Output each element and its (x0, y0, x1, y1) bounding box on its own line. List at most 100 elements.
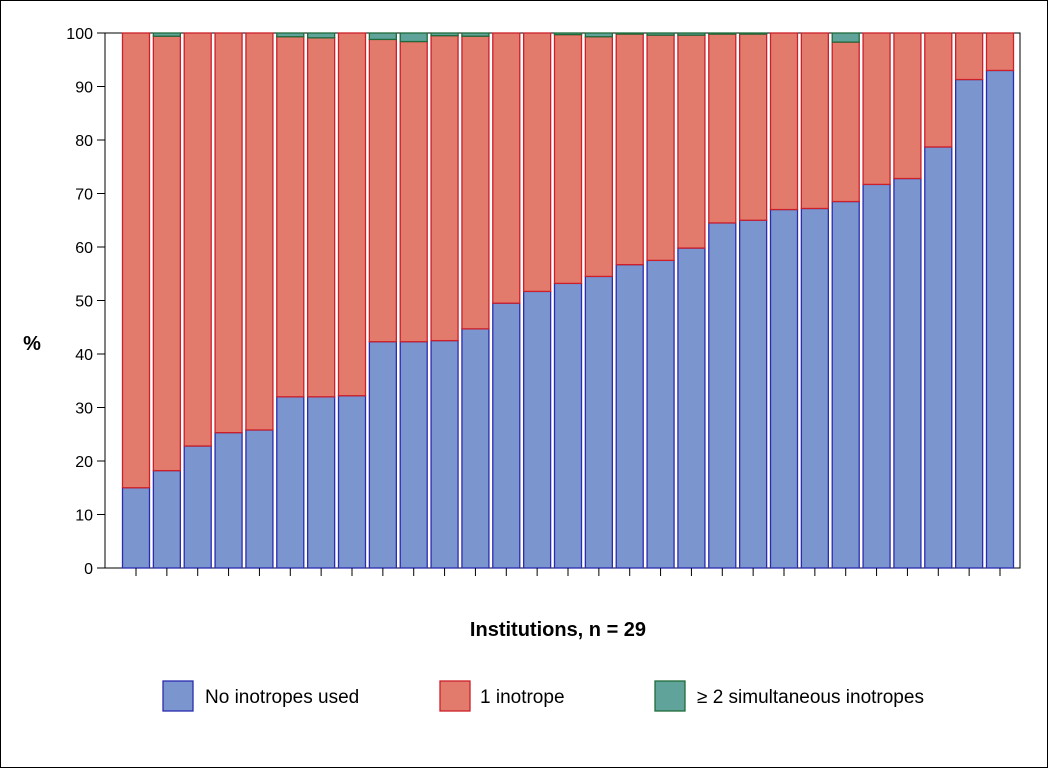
bar-segment-one-inotrope (800, 32, 830, 210)
bar-segment-one-inotrope (121, 32, 151, 489)
bar-segment-one-inotrope (985, 32, 1015, 72)
y-axis-title: % (23, 333, 41, 355)
bar-segment-no-inotropes (831, 200, 860, 569)
legend-item-two-plus-inotropes: ≥ 2 simultaneous inotropes (654, 680, 924, 712)
bar-segment-no-inotropes (924, 146, 953, 569)
bar-segment-no-inotropes (214, 431, 243, 569)
bar-segment-one-inotrope (954, 32, 984, 81)
x-axis (135, 568, 1001, 576)
legend: No inotropes used 1 inotrope ≥ 2 simulta… (162, 680, 924, 712)
bar-segment-one-inotrope (677, 34, 706, 249)
bar-segment-no-inotropes (893, 177, 922, 569)
bar-segment-no-inotropes (800, 207, 830, 569)
bar-segment-no-inotropes (584, 275, 614, 569)
bar-segment-one-inotrope (399, 40, 428, 343)
x-axis-title: Institutions, n = 29 (470, 619, 646, 641)
bars-group (121, 32, 1015, 569)
y-tick-label: 70 (75, 187, 93, 204)
bar-segment-no-inotropes (461, 328, 490, 569)
y-axis: 0 10 20 30 40 50 60 70 80 90 100 (66, 26, 105, 578)
bar-segment-one-inotrope (708, 33, 737, 224)
bar-segment-one-inotrope (306, 37, 336, 398)
bar-segment-one-inotrope (769, 32, 799, 211)
bar-segment-no-inotropes (954, 78, 984, 569)
bar-segment-two-plus-inotropes (615, 32, 644, 35)
bar-segment-two-plus-inotropes (306, 32, 336, 39)
bar-segment-one-inotrope (893, 32, 922, 180)
bar-segment-two-plus-inotropes (646, 32, 675, 36)
y-tick-label: 0 (84, 561, 93, 578)
bar-segment-two-plus-inotropes (276, 32, 305, 38)
y-tick-label: 60 (75, 240, 93, 257)
bar-segment-one-inotrope (152, 35, 182, 472)
y-tick-label: 100 (66, 26, 93, 43)
bar-segment-one-inotrope (615, 33, 644, 266)
y-tick-label: 50 (75, 294, 93, 311)
bar-segment-two-plus-inotropes (738, 32, 768, 35)
legend-item-no-inotropes: No inotropes used (162, 680, 359, 712)
bar-segment-one-inotrope (584, 36, 614, 278)
legend-label-no-inotropes: No inotropes used (205, 687, 359, 708)
bar-segment-no-inotropes (708, 222, 737, 569)
legend-swatch-two-plus-inotropes (654, 680, 686, 712)
y-tick-label: 20 (75, 454, 93, 471)
y-tick-label: 30 (75, 401, 93, 418)
bar-segment-one-inotrope (738, 33, 768, 221)
bar-segment-no-inotropes (553, 282, 583, 569)
bar-segment-one-inotrope (183, 32, 212, 447)
legend-item-one-inotrope: 1 inotrope (439, 680, 565, 712)
y-tick-label: 80 (75, 133, 93, 150)
bar-segment-one-inotrope (492, 32, 521, 304)
bar-segment-two-plus-inotropes (708, 32, 737, 35)
bar-segment-no-inotropes (615, 264, 644, 569)
bar-segment-two-plus-inotropes (461, 32, 490, 37)
bar-segment-no-inotropes (152, 469, 182, 569)
bar-segment-no-inotropes (276, 396, 305, 569)
bar-segment-two-plus-inotropes (368, 32, 398, 41)
bar-segment-no-inotropes (337, 395, 367, 569)
bar-segment-one-inotrope (430, 35, 459, 342)
bar-segment-no-inotropes (368, 341, 398, 569)
bar-segment-no-inotropes (738, 219, 768, 569)
bar-segment-two-plus-inotropes (430, 32, 459, 37)
bar-segment-one-inotrope (214, 32, 243, 434)
legend-swatch-no-inotropes (162, 680, 194, 712)
bar-segment-no-inotropes (399, 341, 428, 569)
bar-segment-no-inotropes (677, 247, 706, 569)
y-tick-label: 40 (75, 347, 93, 364)
bar-segment-one-inotrope (862, 32, 891, 186)
bar-segment-one-inotrope (831, 41, 860, 203)
bar-segment-two-plus-inotropes (553, 32, 583, 36)
bar-segment-no-inotropes (183, 445, 212, 569)
bar-segment-no-inotropes (769, 208, 799, 569)
bar-segment-one-inotrope (276, 36, 305, 398)
bar-segment-one-inotrope (646, 34, 675, 262)
bar-segment-no-inotropes (430, 339, 459, 569)
bar-segment-one-inotrope (368, 38, 398, 343)
bar-segment-one-inotrope (337, 32, 367, 397)
legend-swatch-one-inotrope (439, 680, 471, 712)
legend-label-two-plus-inotropes: ≥ 2 simultaneous inotropes (697, 687, 924, 708)
bar-segment-no-inotropes (522, 290, 552, 569)
bar-segment-one-inotrope (553, 33, 583, 285)
bar-segment-two-plus-inotropes (399, 32, 428, 43)
bar-segment-no-inotropes (646, 259, 675, 569)
legend-label-one-inotrope: 1 inotrope (480, 687, 565, 708)
bar-segment-one-inotrope (461, 35, 490, 330)
bar-segment-one-inotrope (924, 32, 953, 148)
bar-segment-one-inotrope (522, 32, 552, 293)
bar-segment-no-inotropes (862, 183, 891, 569)
bar-segment-two-plus-inotropes (677, 32, 706, 36)
bar-segment-two-plus-inotropes (152, 32, 182, 37)
bar-segment-no-inotropes (985, 69, 1015, 569)
bar-segment-no-inotropes (492, 302, 521, 569)
bar-segment-no-inotropes (121, 487, 151, 569)
bar-segment-two-plus-inotropes (831, 32, 860, 43)
bar-segment-no-inotropes (245, 429, 274, 569)
bar-segment-two-plus-inotropes (584, 32, 614, 38)
bar-segment-no-inotropes (306, 396, 336, 569)
y-tick-label: 10 (75, 508, 93, 525)
bar-segment-one-inotrope (245, 32, 274, 431)
